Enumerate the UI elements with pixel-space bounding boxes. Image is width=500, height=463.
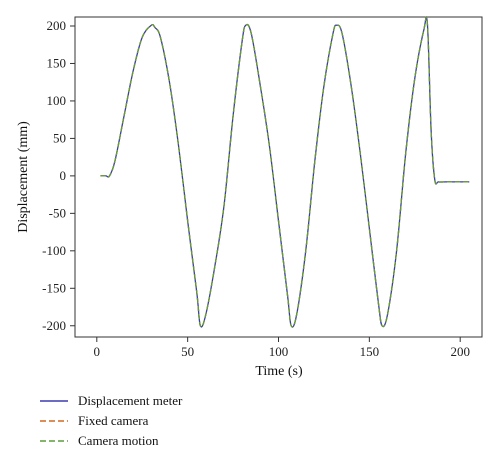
series-line-camera-motion bbox=[100, 16, 470, 328]
series-layer bbox=[100, 16, 470, 328]
series-line-displacement-meter bbox=[100, 16, 470, 328]
y-tick-label: -100 bbox=[42, 243, 66, 258]
x-axis-title: Time (s) bbox=[255, 364, 303, 379]
legend: Displacement meter Fixed camera Camera mot… bbox=[40, 393, 183, 448]
y-axis-title: Displacement (mm) bbox=[16, 121, 31, 233]
legend-label-displacement-meter: Displacement meter bbox=[78, 393, 183, 408]
y-axis-ticks: 200 150 100 50 0 -50 -100 -150 -200 bbox=[42, 18, 75, 333]
x-tick-label: 0 bbox=[94, 344, 101, 359]
x-axis-ticks: 0 50 100 150 200 bbox=[94, 337, 470, 359]
y-tick-label: -50 bbox=[49, 205, 66, 220]
y-tick-label: 200 bbox=[47, 18, 67, 33]
x-tick-label: 50 bbox=[181, 344, 194, 359]
legend-label-camera-motion: Camera motion bbox=[78, 433, 159, 448]
x-tick-label: 100 bbox=[269, 344, 289, 359]
plot-frame bbox=[74, 16, 483, 338]
y-tick-label: 0 bbox=[60, 168, 67, 183]
y-tick-label: -200 bbox=[42, 318, 66, 333]
x-tick-label: 150 bbox=[360, 344, 380, 359]
legend-label-fixed-camera: Fixed camera bbox=[78, 413, 149, 428]
y-tick-label: 150 bbox=[47, 55, 67, 70]
y-tick-label: 100 bbox=[47, 93, 67, 108]
series-line-fixed-camera bbox=[100, 16, 470, 328]
x-tick-label: 200 bbox=[450, 344, 470, 359]
y-tick-label: 50 bbox=[53, 130, 66, 145]
y-tick-label: -150 bbox=[42, 280, 66, 295]
